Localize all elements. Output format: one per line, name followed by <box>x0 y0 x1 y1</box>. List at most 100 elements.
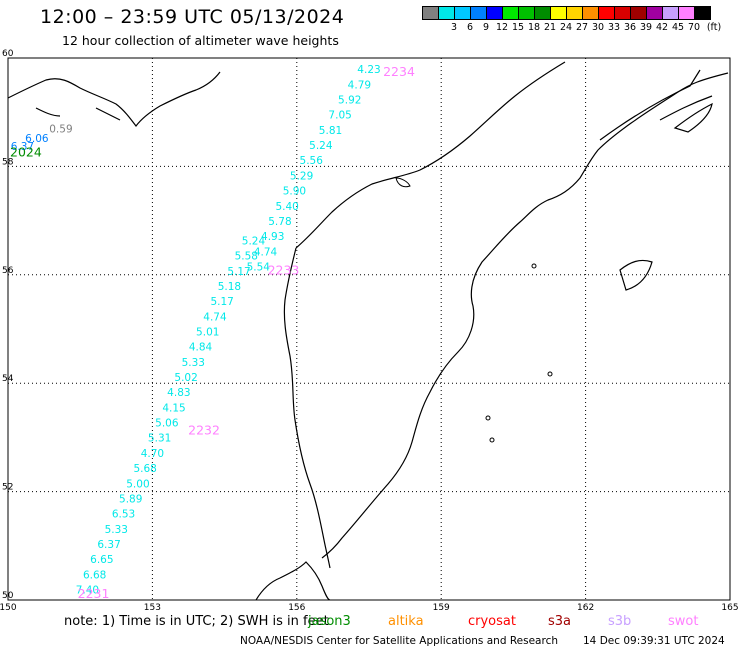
lat-tick-label: 60 <box>2 49 14 59</box>
credit-text: NOAA/NESDIS Center for Satellite Applica… <box>240 635 558 647</box>
wave-height-value: 5.54 <box>247 261 271 273</box>
lat-tick-label: 58 <box>2 157 14 167</box>
color-scale-tick-label: 39 <box>639 22 653 33</box>
wave-height-value: 4.83 <box>167 387 190 399</box>
island <box>547 371 553 377</box>
island <box>395 177 411 188</box>
coastline <box>8 61 729 600</box>
wave-height-value: 6.37 <box>97 539 120 551</box>
wave-height-points: 4.23 4.79 5.92 7.05 5.81 5.24 5.56 5.29 5.90 5.40… <box>10 64 415 601</box>
wave-height-value: 5.17 <box>210 296 233 308</box>
karaginsky-island <box>673 102 713 133</box>
color-scale-tick-label: 45 <box>671 22 685 33</box>
lon-tick-label: 165 <box>721 603 738 613</box>
island <box>489 437 495 443</box>
wave-height-value: 5.17 <box>227 266 250 278</box>
pass-number-label: 2234 <box>383 64 415 79</box>
color-scale-tick-label: 12 <box>495 22 509 33</box>
wave-height-value: 5.33 <box>105 524 128 536</box>
wave-height-value: 7.40 <box>76 584 99 596</box>
wave-height-value: 5.06 <box>155 418 179 430</box>
lon-tick-label: 159 <box>433 603 450 613</box>
pass-number-label: 2232 <box>188 422 220 437</box>
color-scale-tick-label: 9 <box>482 22 490 33</box>
okhotsk-north-coast <box>295 61 566 249</box>
wave-height-value: 5.24 <box>242 235 266 247</box>
satellite-legend-item: swot <box>668 614 699 629</box>
color-scale-legend: 3 6 9 12 15 18 21 24 27 30 33 36 39 42 45 70 (ft) <box>422 6 721 33</box>
lon-tick-label: 153 <box>144 603 161 613</box>
color-scale-tick-label: 15 <box>511 22 525 33</box>
wave-height-value: 4.70 <box>141 448 164 460</box>
color-scale-tick-label: 33 <box>607 22 621 33</box>
lat-lon-grid <box>7 57 731 601</box>
satellite-legend-item: altika <box>388 614 424 629</box>
wave-height-value: 5.01 <box>196 327 219 339</box>
color-scale-tick-label: 27 <box>575 22 589 33</box>
kamchatka-peninsula-top <box>599 69 701 141</box>
wave-height-value: 5.78 <box>268 216 291 228</box>
color-scale-swatches <box>422 6 711 20</box>
wave-height-value: 6.68 <box>83 569 106 581</box>
wave-height-value: 5.56 <box>300 155 324 167</box>
color-scale-labels: 3 6 9 12 15 18 21 24 27 30 33 36 39 42 45 70 (ft) <box>422 22 740 34</box>
color-scale-tick-label: 30 <box>591 22 605 33</box>
wave-height-value: 4.74 <box>203 311 227 323</box>
wave-height-value: 4.84 <box>189 342 213 354</box>
pass-number-label: 2233 <box>268 262 300 277</box>
wave-height-value: 6.37 <box>11 141 34 153</box>
wave-height-value: 5.89 <box>119 493 142 505</box>
pass-number-label: 2231 <box>78 586 110 601</box>
okhotsk-west-coast <box>283 247 331 569</box>
satellite-legend-item: s3a <box>548 614 572 629</box>
map-axes: 150 153 156 159 162 165 60 58 56 54 52 50 <box>0 49 739 613</box>
lat-tick-label: 52 <box>2 483 13 493</box>
island <box>485 415 491 421</box>
wave-height-value: 7.05 <box>328 110 351 122</box>
lon-tick-label: 150 <box>0 603 17 613</box>
pass-number-label: 2024 <box>10 144 42 159</box>
color-scale-swatch <box>694 6 711 20</box>
wave-height-value: 5.81 <box>319 125 342 137</box>
wave-height-value: 5.58 <box>235 251 258 263</box>
kamchatka-west-coast <box>321 72 729 559</box>
wave-height-value: 5.29 <box>290 170 313 182</box>
wave-height-value: 5.90 <box>283 186 306 198</box>
wave-height-value: 5.02 <box>174 372 197 384</box>
map-title: 12:00 – 23:59 UTC 05/13/2024 <box>40 6 345 28</box>
wave-height-value: 6.53 <box>112 509 135 521</box>
wave-height-value: 6.65 <box>90 554 113 566</box>
map-frame <box>7 57 731 601</box>
sakhalin-north <box>255 561 331 600</box>
lat-tick-label: 54 <box>2 374 14 384</box>
map-subtitle: 12 hour collection of altimeter wave hei… <box>62 33 339 48</box>
satellite-legend-item: cryosat <box>468 614 516 629</box>
lon-tick-label: 156 <box>288 603 305 613</box>
wave-height-value: 5.92 <box>338 95 361 107</box>
color-scale-tick-label: 6 <box>466 22 474 33</box>
wave-height-value: 5.68 <box>133 463 156 475</box>
wave-height-value: 4.23 <box>357 64 380 76</box>
lon-tick-label: 162 <box>577 603 594 613</box>
color-scale-tick-label: 42 <box>655 22 669 33</box>
wave-height-value: 5.18 <box>218 281 241 293</box>
lat-tick-label: 56 <box>2 266 14 276</box>
lat-tick-label: 50 <box>2 591 14 601</box>
color-scale-tick-label: 24 <box>559 22 573 33</box>
satellite-legend-item: jason3 <box>308 614 351 629</box>
wave-height-value: 4.15 <box>162 402 185 414</box>
note-label: note: 1) Time is in UTC; 2) SWH is in fe… <box>64 614 329 629</box>
note-text: 1) Time is in UTC; 2) SWH is in feet <box>101 614 329 629</box>
color-scale-tick-label: 70 <box>687 22 701 33</box>
satellite-legend-item: s3b <box>608 614 632 629</box>
color-scale-tick-label: 21 <box>543 22 557 33</box>
color-scale-unit: (ft) <box>706 22 722 33</box>
render-timestamp: 14 Dec 09:39:31 UTC 2024 <box>583 635 725 647</box>
wave-height-value: 5.24 <box>309 140 333 152</box>
color-scale-tick-label: 3 <box>450 22 458 33</box>
wave-height-value: 5.00 <box>126 478 149 490</box>
wave-height-value: 6.06 <box>25 133 49 145</box>
wave-height-value: 0.59 <box>49 123 72 135</box>
wave-height-value: 5.33 <box>182 357 205 369</box>
